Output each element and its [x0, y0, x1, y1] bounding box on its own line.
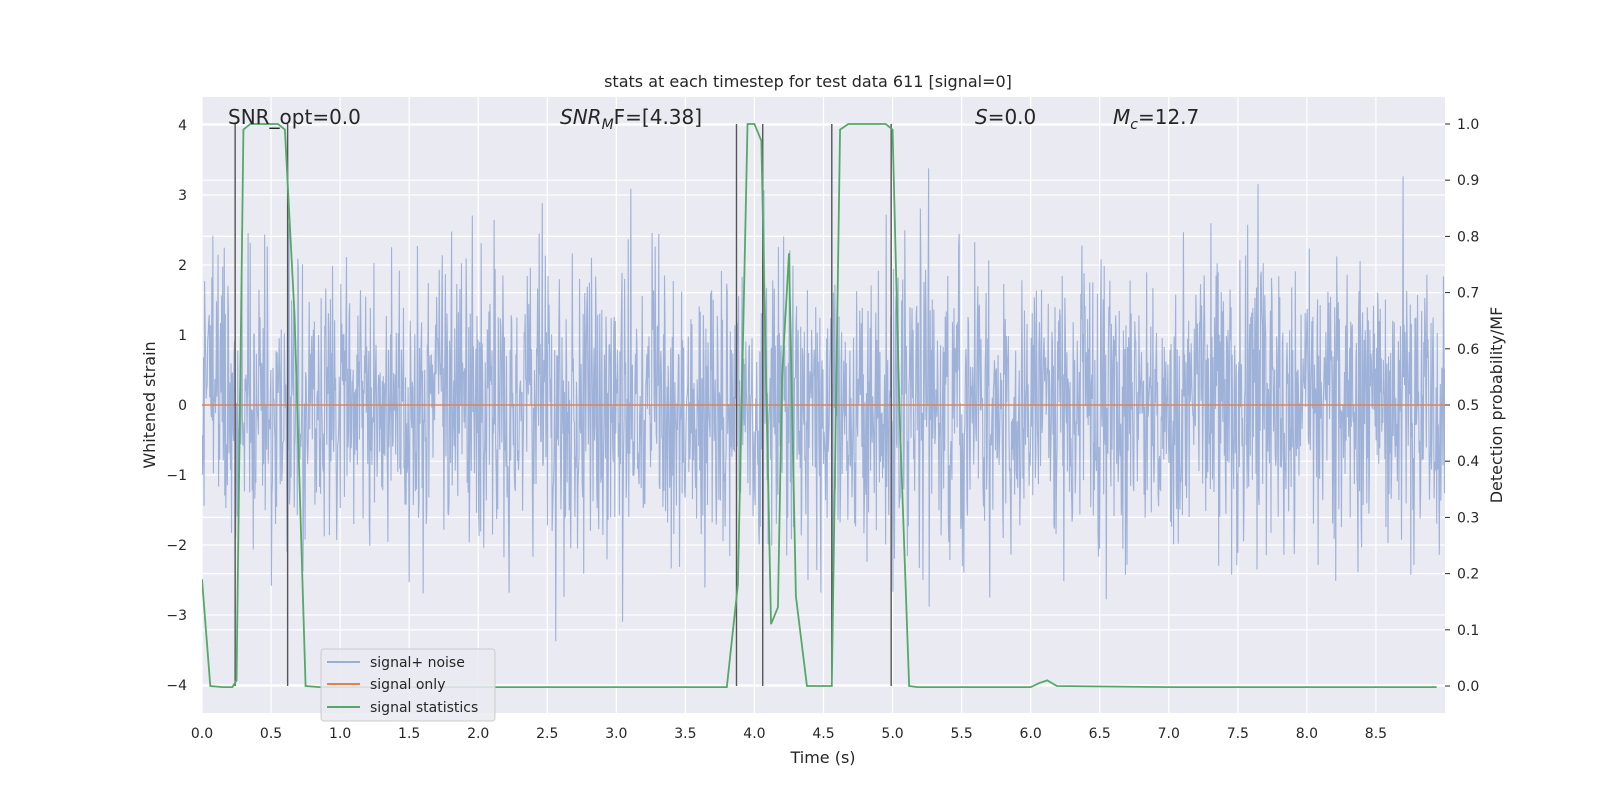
legend-box: [320, 648, 496, 722]
legend-label-noise: signal+ noise: [370, 655, 465, 671]
y2-tick-label: 1.0: [1457, 117, 1479, 133]
s-symbol: S: [975, 105, 988, 129]
x-tick-label: 6.0: [1020, 726, 1042, 742]
y-tick-label: −3: [166, 608, 187, 624]
x-tick-label: 7.0: [1158, 726, 1180, 742]
y2-tick-label: 0.4: [1457, 454, 1479, 470]
x-tick-label: 1.5: [398, 726, 420, 742]
s-annotation: S=0.0: [975, 105, 1036, 129]
legend-label-stats: signal statistics: [370, 700, 478, 716]
snr-mf-annotation: SNRMF=[4.38]: [560, 105, 702, 133]
x-tick-label: 3.0: [605, 726, 627, 742]
x-tick-label: 4.5: [812, 726, 834, 742]
x-axis-ticks: 0.0 0.5 1.0 1.5 2.0 2.5 3.0 3.5 4.0 4.5 5.0 5.5 6.0 6…: [191, 726, 1387, 742]
x-tick-label: 3.5: [674, 726, 696, 742]
x-tick-label: 5.5: [950, 726, 972, 742]
snr-mf-value: F=[4.38]: [614, 105, 702, 129]
y2-tick-label: 0.6: [1457, 342, 1479, 358]
y-axis-ticks: 4 3 2 1 0 −1 −2 −3 −4: [166, 118, 187, 694]
x-tick-label: 5.0: [881, 726, 903, 742]
signal-plus-noise-series: [202, 168, 1445, 642]
x-tick-label: 2.5: [536, 726, 558, 742]
snr-mf-symbol: SNR: [560, 105, 602, 129]
x-tick-label: 8.0: [1296, 726, 1318, 742]
legend-label-signal: signal only: [370, 677, 445, 693]
x-tick-label: 7.5: [1227, 726, 1249, 742]
x-tick-label: 6.5: [1089, 726, 1111, 742]
y2-tick-label: 0.2: [1457, 567, 1479, 583]
legend: signal+ noise signal only signal statist…: [320, 648, 496, 722]
chart-title: stats at each timestep for test data 611…: [604, 72, 1012, 91]
x-tick-label: 0.0: [191, 726, 213, 742]
y-axis-label: Whitened strain: [140, 341, 159, 468]
y2-tick-label: 0.1: [1457, 623, 1479, 639]
x-tick-label: 1.0: [329, 726, 351, 742]
y2-tick-label: 0.0: [1457, 679, 1479, 695]
y-tick-label: 3: [178, 188, 187, 204]
y2-tick-label: 0.7: [1457, 286, 1479, 302]
y2-tick-label: 0.9: [1457, 173, 1479, 189]
snr-opt-annotation: SNR_opt=0.0: [228, 105, 361, 129]
y-tick-label: 2: [178, 258, 187, 274]
signal-statistics-series: [202, 123, 1437, 689]
mc-symbol: M: [1113, 105, 1130, 129]
s-value: =0.0: [988, 105, 1037, 129]
y-tick-label: 4: [178, 118, 187, 134]
y-tick-label: −2: [166, 538, 187, 554]
x-axis-label: Time (s): [789, 748, 855, 767]
mc-value: =12.7: [1138, 105, 1199, 129]
y-tick-label: 1: [178, 328, 187, 344]
x-tick-label: 2.0: [467, 726, 489, 742]
noise-trace: [202, 168, 1445, 642]
snr-mf-subscript: M: [602, 117, 614, 133]
x-tick-label: 8.5: [1365, 726, 1387, 742]
y-tick-label: −4: [166, 678, 187, 694]
y2-tick-label: 0.3: [1457, 510, 1479, 526]
y2-axis-label: Detection probability/MF: [1487, 307, 1506, 504]
y2-axis-ticks: 1.0 0.9 0.8 0.7 0.6 0.5 0.4 0.3 0.2 0.1 0.0: [1445, 117, 1479, 695]
x-tick-label: 0.5: [260, 726, 282, 742]
x-tick-label: 4.0: [743, 726, 765, 742]
y-tick-label: 0: [178, 398, 187, 414]
y2-tick-label: 0.8: [1457, 229, 1479, 245]
y2-tick-label: 0.5: [1457, 398, 1479, 414]
annotations: SNR_opt=0.0 SNRMF=[4.38] S=0.0 Mc=12.7: [228, 105, 1199, 133]
mc-annotation: Mc=12.7: [1113, 105, 1199, 133]
mc-subscript: c: [1130, 117, 1138, 133]
y-tick-label: −1: [166, 468, 187, 484]
